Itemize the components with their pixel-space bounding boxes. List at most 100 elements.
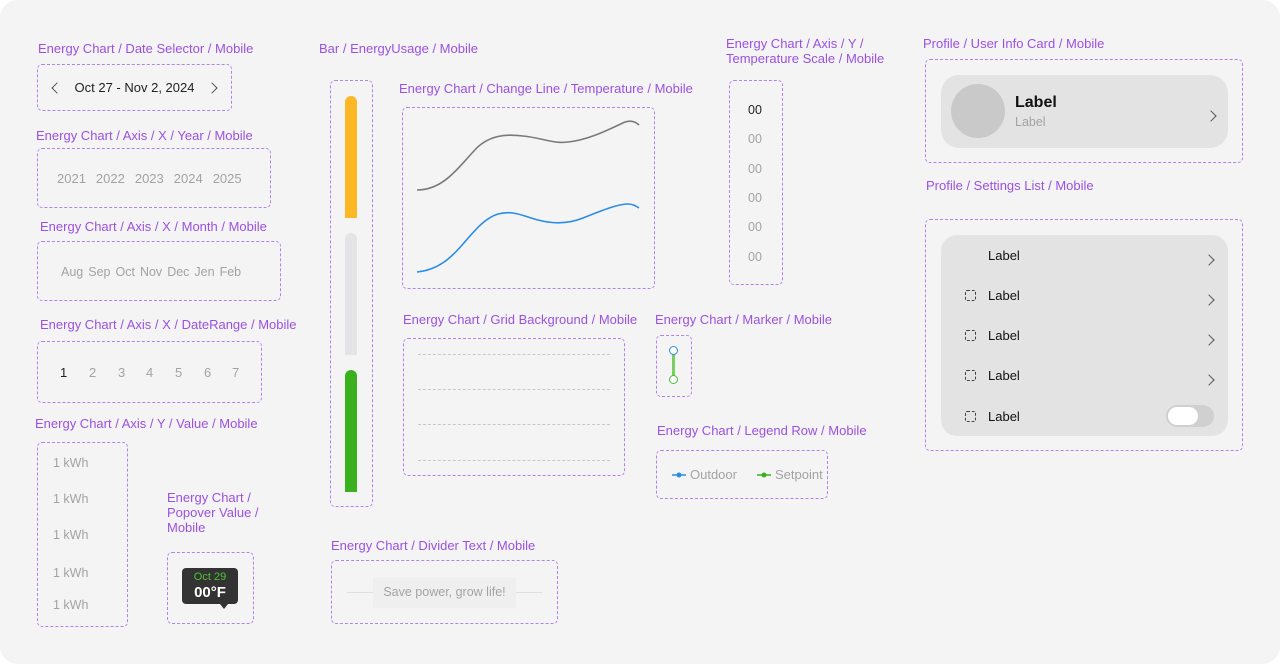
axis-tick: 00 (748, 220, 762, 234)
axis-x-month: Aug Sep Oct Nov Dec Jen Feb (37, 241, 281, 301)
energy-bar-normal (345, 370, 357, 492)
axis-tick: Dec (167, 265, 190, 279)
chevron-right-icon (1203, 371, 1215, 389)
label-axis-x-daterange: Energy Chart / Axis / X / DateRange / Mo… (40, 317, 297, 332)
legend-row: Outdoor Setpoint (656, 450, 828, 499)
axis-tick: Aug (61, 265, 84, 279)
toggle-knob (1168, 407, 1198, 425)
axis-tick: 2023 (134, 171, 164, 186)
label-user-info-card: Profile / User Info Card / Mobile (923, 36, 1105, 51)
chevron-right-icon (206, 82, 219, 94)
popover-value: Oct 29 00°F (167, 552, 254, 624)
marker-top-dot (669, 346, 678, 355)
grid-line (418, 460, 610, 461)
grid-line (418, 424, 610, 425)
settings-row[interactable]: Label (941, 275, 1228, 315)
next-week-button[interactable] (204, 80, 220, 95)
prev-week-button[interactable] (49, 80, 65, 95)
divider-caption: Save power, grow life! (373, 577, 516, 608)
setpoint-line (416, 120, 640, 191)
placeholder-icon (965, 290, 976, 301)
settings-row-label: Label (988, 248, 1020, 263)
popover-pointer (220, 604, 228, 609)
grid-line (418, 354, 610, 355)
grid-line (418, 389, 610, 390)
user-info-card[interactable]: Label Label (941, 75, 1228, 148)
axis-tick: 00 (748, 250, 762, 264)
axis-tick: 00 (748, 191, 762, 205)
day-tick[interactable]: 4 (146, 365, 154, 380)
day-tick-selected[interactable]: 1 (60, 365, 68, 380)
settings-row-label: Label (988, 409, 1020, 424)
settings-row-label: Label (988, 328, 1020, 343)
axis-tick: 1 kWh (53, 528, 89, 542)
day-tick[interactable]: 2 (89, 365, 97, 380)
placeholder-icon (965, 411, 976, 422)
legend-swatch-outdoor (672, 472, 686, 477)
label-bar-energy: Bar / EnergyUsage / Mobile (319, 41, 478, 56)
chevron-right-icon (1203, 291, 1215, 309)
label-axis-y-value: Energy Chart / Axis / Y / Value / Mobile (35, 416, 258, 431)
label-grid-background: Energy Chart / Grid Background / Mobile (403, 312, 638, 327)
day-tick[interactable]: 5 (175, 365, 183, 380)
placeholder-icon (965, 370, 976, 381)
axis-tick: 2025 (212, 171, 242, 186)
bar-energy-usage (330, 80, 373, 507)
label-popover-value: Energy Chart / Popover Value / Mobile (167, 490, 259, 535)
settings-row-label: Label (988, 288, 1020, 303)
date-range-text: Oct 27 - Nov 2, 2024 (74, 80, 195, 95)
axis-tick: 1 kWh (53, 566, 89, 580)
axis-tick: Nov (139, 265, 163, 279)
legend-item-setpoint: Setpoint (756, 467, 823, 482)
chevron-right-icon (1205, 107, 1217, 125)
chevron-left-icon (50, 82, 63, 94)
axis-y-temperature: 00 00 00 00 00 00 (729, 80, 783, 285)
day-tick[interactable]: 3 (118, 365, 126, 380)
label-date-selector: Energy Chart / Date Selector / Mobile (38, 41, 254, 56)
date-selector: Oct 27 - Nov 2, 2024 (37, 64, 232, 111)
axis-tick: 00 (748, 162, 762, 176)
settings-row[interactable]: Label (941, 355, 1228, 395)
settings-list-frame: Label Label Label Label Label (925, 219, 1243, 451)
settings-row[interactable]: Label (941, 235, 1228, 275)
label-axis-y-temp: Energy Chart / Axis / Y / Temperature Sc… (726, 36, 885, 66)
axis-y-value: 1 kWh 1 kWh 1 kWh 1 kWh 1 kWh (37, 442, 128, 627)
legend-swatch-setpoint (756, 472, 771, 477)
settings-row[interactable]: Label (941, 315, 1228, 355)
label-divider-text: Energy Chart / Divider Text / Mobile (331, 538, 536, 553)
divider-text: Save power, grow life! (331, 560, 558, 624)
axis-tick: 1 kWh (53, 598, 89, 612)
chevron-right-icon (1203, 251, 1215, 269)
chevron-right-icon (1203, 331, 1215, 349)
label-marker: Energy Chart / Marker / Mobile (655, 312, 833, 327)
label-change-line: Energy Chart / Change Line / Temperature… (399, 81, 693, 96)
axis-tick: 1 kWh (53, 456, 89, 470)
popover-date: Oct 29 (193, 571, 227, 583)
change-line-chart (402, 107, 655, 289)
axis-tick: 2022 (95, 171, 125, 186)
day-tick[interactable]: 7 (232, 365, 240, 380)
marker (656, 335, 692, 397)
user-subtitle: Label (1015, 115, 1046, 129)
change-line-svg (416, 120, 640, 273)
axis-tick: 2021 (57, 171, 86, 186)
label-settings-list: Profile / Settings List / Mobile (926, 178, 1094, 193)
settings-toggle[interactable] (1166, 405, 1214, 427)
axis-tick: 2024 (173, 171, 203, 186)
settings-row-label: Label (988, 368, 1020, 383)
axis-tick: Jen (194, 265, 215, 279)
popover-bubble: Oct 29 00°F (182, 568, 238, 609)
popover-temperature: 00°F (194, 584, 226, 601)
day-tick[interactable]: 6 (204, 365, 212, 380)
user-info-card-frame: Label Label (925, 59, 1243, 163)
avatar[interactable] (951, 84, 1005, 138)
legend-item-outdoor: Outdoor (672, 467, 737, 482)
placeholder-icon (965, 330, 976, 341)
user-name: Label (1015, 94, 1057, 111)
grid-background (403, 338, 625, 476)
energy-bar-peak (345, 96, 357, 218)
axis-tick: 00 (748, 132, 762, 146)
axis-tick: Feb (219, 265, 242, 279)
settings-row: Label (941, 395, 1228, 436)
label-axis-x-month: Energy Chart / Axis / X / Month / Mobile (40, 219, 267, 234)
